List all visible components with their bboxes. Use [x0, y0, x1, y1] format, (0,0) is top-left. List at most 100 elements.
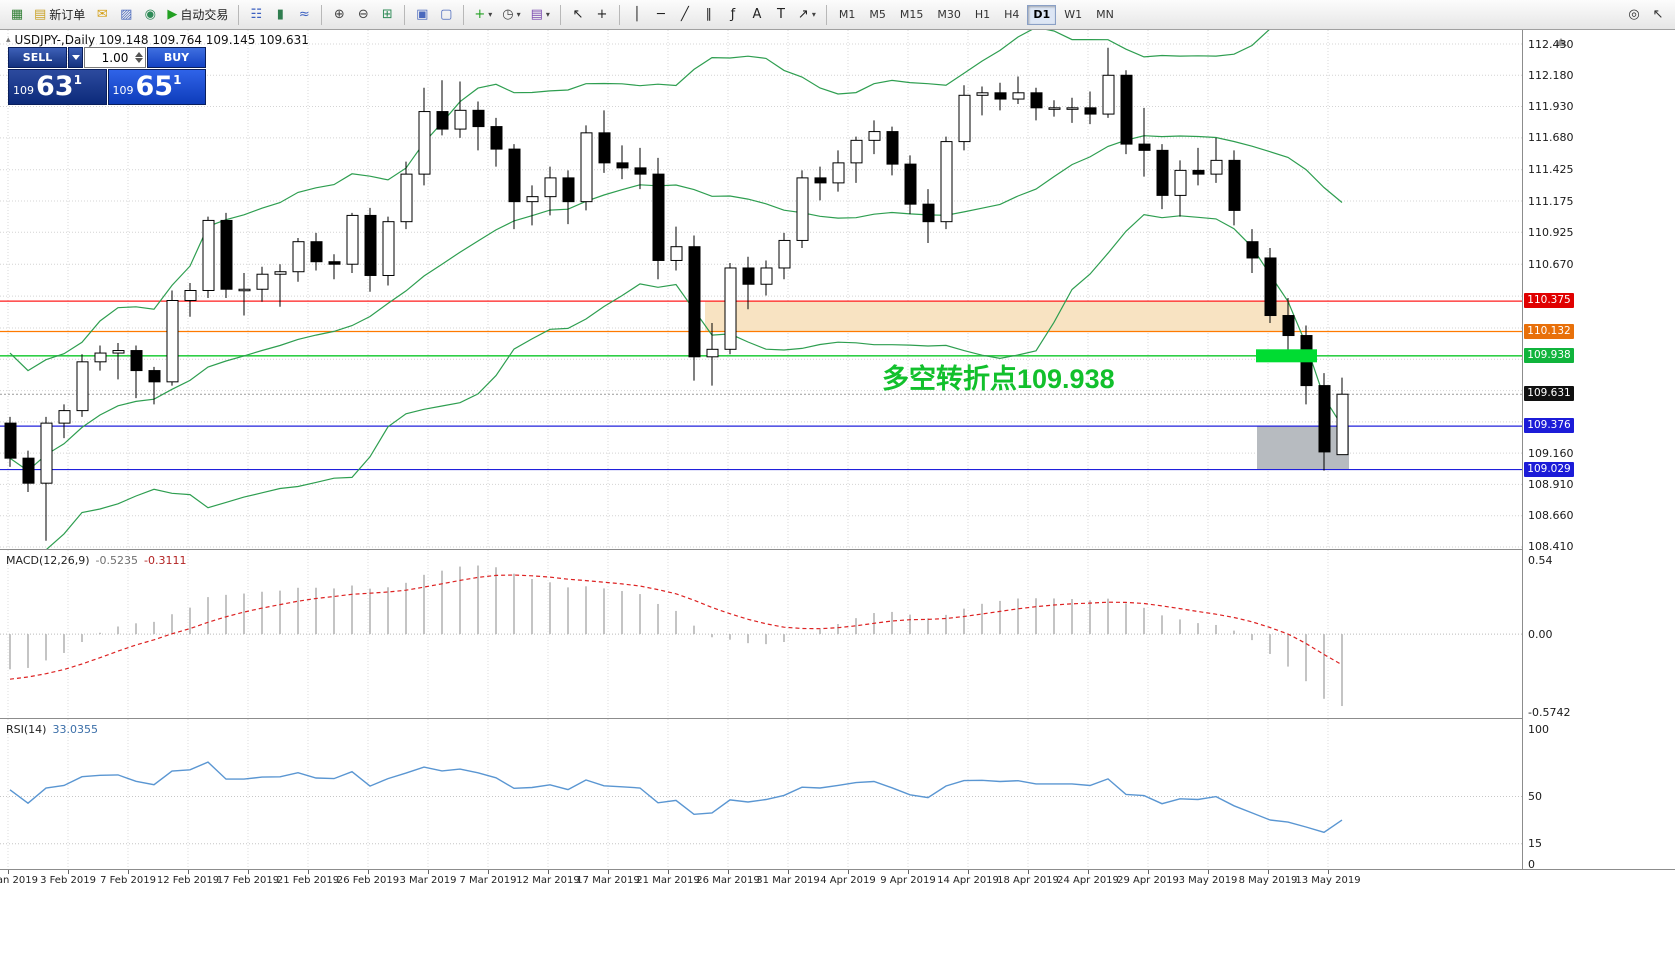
search-icon: ◎: [1628, 7, 1640, 22]
new-order-button[interactable]: ▤ 新订单: [29, 3, 90, 27]
candle: [976, 86, 989, 116]
candle: [238, 272, 251, 316]
toolbar-separator: [559, 4, 561, 25]
timeframe-m5[interactable]: M5: [869, 8, 886, 21]
timeframe-w1[interactable]: W1: [1064, 8, 1083, 21]
tile-windows-button[interactable]: ▣: [410, 3, 434, 27]
time-axis-tick: [1088, 870, 1089, 874]
price-axis[interactable]: 112.430 112.180 111.930 111.680 111.425 111.1…: [1522, 30, 1675, 871]
arrows-button[interactable]: ↗ ▾: [793, 3, 821, 27]
candle: [904, 155, 917, 215]
timeframe-h4[interactable]: H4: [1004, 8, 1020, 21]
candle: [1174, 160, 1187, 217]
candle: [202, 216, 215, 299]
time-axis-tick: [188, 870, 189, 874]
mailbox-button[interactable]: ✉: [90, 3, 114, 27]
fibonacci-button[interactable]: ƒ: [721, 3, 745, 27]
cascade-windows-button[interactable]: ▢: [434, 3, 458, 27]
sell-button[interactable]: SELL: [8, 47, 67, 68]
indicators-button[interactable]: + ▾: [469, 3, 497, 27]
grid-icon: ⊞: [381, 7, 393, 22]
cursor-button[interactable]: ↖: [566, 3, 590, 27]
price-axis-label: 109.160: [1528, 446, 1574, 460]
one-click-trading-panel: SELL 1.00 BUY 109 63 1 109 65 1: [8, 47, 206, 105]
macd-panel[interactable]: [0, 550, 1522, 718]
candle: [1048, 100, 1061, 117]
buy-price-point: 1: [173, 73, 182, 87]
timeframe-d1[interactable]: D1: [1027, 4, 1057, 25]
market-watch-button[interactable]: ▨: [114, 3, 138, 27]
scroll-up-icon[interactable]: [1555, 38, 1567, 46]
pointer-button[interactable]: ↖: [1646, 3, 1670, 27]
zoom-in-button[interactable]: ⊕: [327, 3, 351, 27]
timeframe-mn[interactable]: MN: [1096, 8, 1114, 21]
candle: [940, 136, 953, 230]
sell-price-button[interactable]: 109 63 1: [8, 69, 107, 105]
text-button[interactable]: A: [745, 3, 769, 27]
rsi-scale-label: 50: [1528, 790, 1542, 803]
timeframe-m15[interactable]: M15: [899, 8, 924, 21]
text-label-button[interactable]: T: [769, 3, 793, 27]
panel-divider[interactable]: [0, 549, 1675, 550]
autotrading-button[interactable]: ▶ 自动交易: [162, 3, 233, 27]
vertical-line-button[interactable]: │: [625, 3, 649, 27]
candle: [526, 185, 539, 226]
timeframe-h1[interactable]: H1: [974, 8, 991, 21]
search-button[interactable]: ◎: [1622, 3, 1646, 27]
mailbox-icon: ✉: [96, 7, 108, 22]
candle: [1138, 107, 1151, 177]
candle: [508, 144, 521, 230]
templates-button[interactable]: ▤ ▾: [526, 3, 555, 27]
horizontal-line-button[interactable]: ─: [649, 3, 673, 27]
grid-button[interactable]: ⊞: [375, 3, 399, 27]
periods-icon: ◷: [502, 7, 514, 22]
price-axis-label: 111.680: [1528, 131, 1574, 145]
toolbar-separator: [618, 4, 620, 25]
timeframe-m30[interactable]: M30: [937, 8, 961, 21]
candle: [454, 81, 467, 138]
oct-top-row: SELL 1.00 BUY: [8, 47, 206, 68]
candle: [1210, 137, 1223, 183]
chart-bars-button[interactable]: ☷: [244, 3, 268, 27]
time-axis-label: 29 Jan 2019: [0, 875, 38, 886]
rsi-panel[interactable]: [0, 719, 1522, 869]
volume-decrease-button[interactable]: [135, 58, 143, 63]
volume-input[interactable]: 1.00: [84, 47, 146, 68]
panel-divider[interactable]: [0, 718, 1675, 719]
time-axis-label: 21 Feb 2019: [276, 875, 340, 886]
time-axis-tick: [1328, 870, 1329, 874]
candle: [994, 82, 1007, 111]
timeframe-m1[interactable]: M1: [838, 8, 856, 21]
crosshair-button[interactable]: +: [590, 3, 614, 27]
equidistant-channel-button[interactable]: ∥: [697, 3, 721, 27]
trendline-button[interactable]: ╱: [673, 3, 697, 27]
chart-line-button[interactable]: ≈: [292, 3, 316, 27]
candle: [670, 226, 683, 271]
sell-price-major: 109: [13, 84, 34, 97]
pivot-annotation-text: 多空转折点109.938: [882, 363, 1115, 394]
new-chart-button[interactable]: ▦: [5, 3, 29, 27]
new-chart-icon: ▦: [10, 7, 24, 22]
chart-caption-icon: ▴: [6, 35, 11, 45]
chart-candles-button[interactable]: ▮: [268, 3, 292, 27]
buy-price-button[interactable]: 109 65 1: [107, 69, 206, 105]
candle: [1300, 325, 1313, 405]
price-chart[interactable]: 多空转折点109.938: [0, 30, 1522, 549]
candle: [328, 254, 341, 280]
toolbar-right-group: ◎ ↖: [1622, 3, 1670, 27]
price-axis-label: 111.425: [1528, 163, 1574, 177]
symbol-ohlc-bar: ▴ USDJPY-,Daily 109.148 109.764 109.145 …: [6, 33, 309, 47]
price-axis-label: 110.670: [1528, 257, 1574, 271]
pivot-highlight-bar: [1256, 349, 1317, 363]
price-axis-label: 112.180: [1528, 68, 1574, 82]
candle: [490, 117, 503, 167]
volume-increase-button[interactable]: [135, 52, 143, 57]
oct-dropdown-button[interactable]: [68, 47, 83, 68]
candle: [778, 232, 791, 280]
buy-button[interactable]: BUY: [147, 47, 206, 68]
zoom-out-button[interactable]: ⊖: [351, 3, 375, 27]
data-window-button[interactable]: ◉: [138, 3, 162, 27]
periods-button[interactable]: ◷ ▾: [497, 3, 525, 27]
macd-name: MACD(12,26,9): [6, 554, 90, 567]
